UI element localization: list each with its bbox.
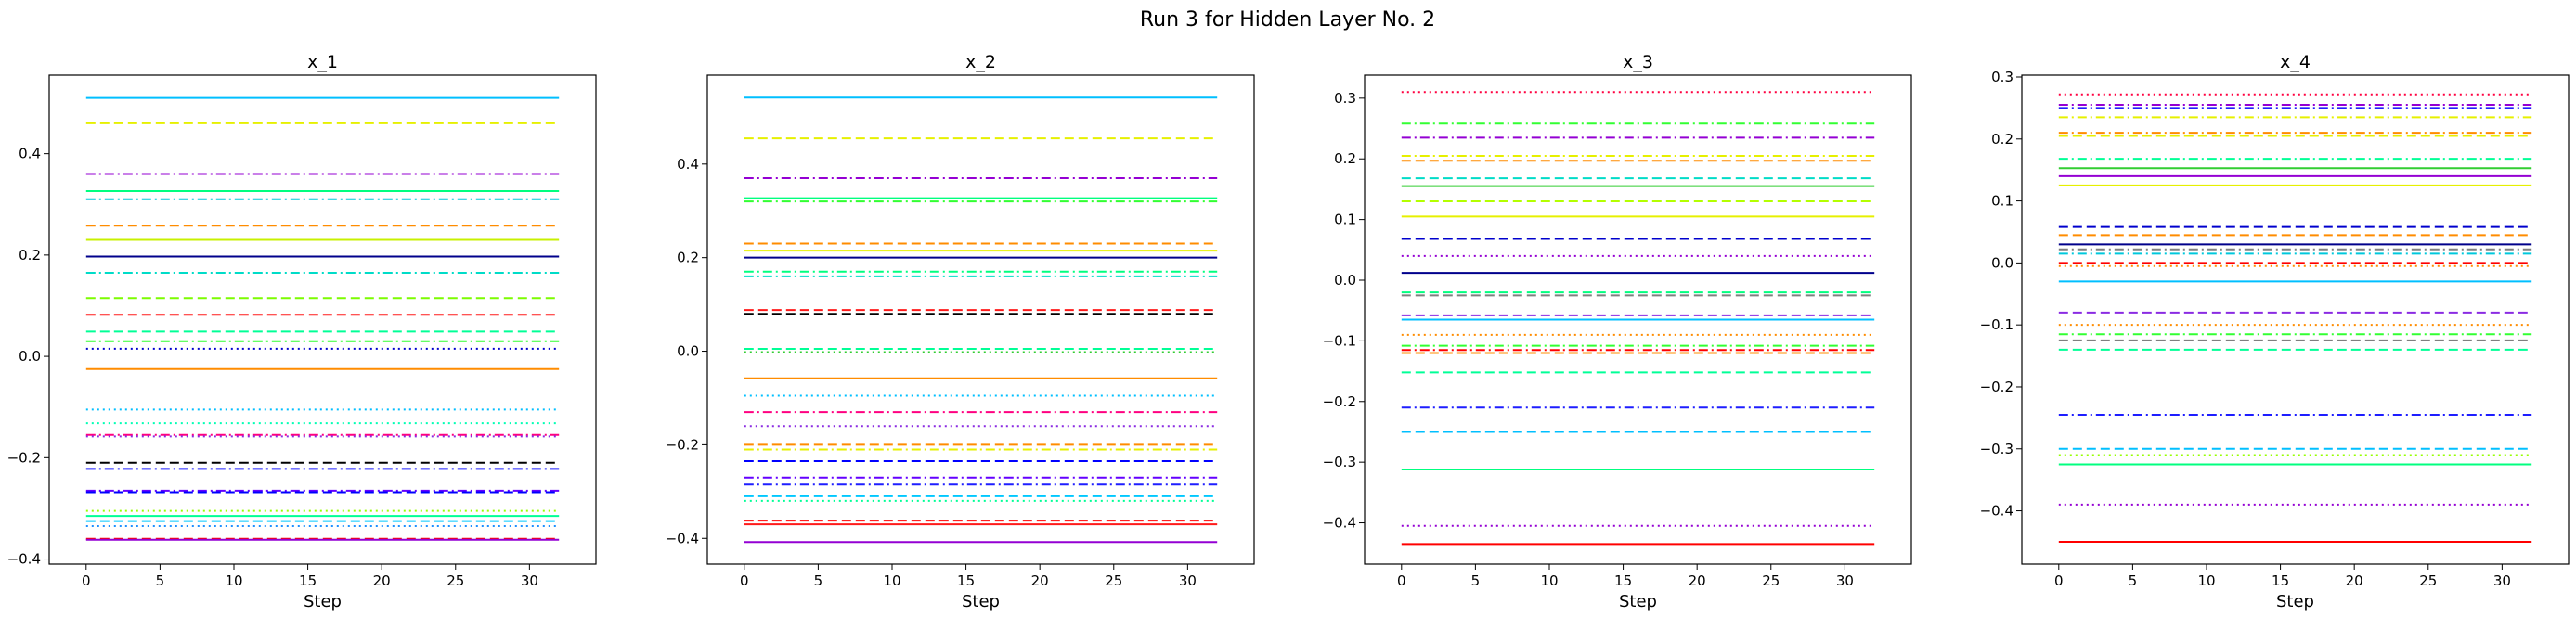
y-tick-label: −0.3 — [1323, 454, 1356, 470]
y-tick-label: −0.2 — [666, 436, 699, 453]
y-tick-label: 0.4 — [677, 156, 699, 173]
x-tick-label: 20 — [2346, 572, 2363, 589]
subplot-x-4: x_4 0 5 10 15 20 25 30 −0.4 −0.3 −0.2 −0.1 0.0 0.1 0.2… — [1980, 52, 2570, 611]
series-group — [1401, 91, 1875, 546]
y-tick-label: 0.0 — [677, 343, 699, 360]
y-tick-label: −0.4 — [666, 530, 699, 546]
series-group — [85, 96, 560, 541]
x-tick-label: 5 — [2129, 572, 2138, 589]
y-tick-label: −0.1 — [1323, 332, 1356, 349]
x-tick-label: 5 — [1471, 572, 1481, 589]
series-group — [744, 96, 1218, 544]
x-tick-label: 20 — [373, 572, 391, 589]
subplot-title: x_2 — [965, 52, 996, 72]
y-tick-label: 0.2 — [1334, 150, 1356, 167]
x-tick-label: 0 — [740, 572, 749, 589]
y-tick-label: −0.1 — [1980, 316, 2013, 333]
series-group — [2058, 93, 2532, 543]
y-tick-label: 0.1 — [1991, 193, 2013, 210]
x-axis-label: Step — [1619, 592, 1657, 611]
x-tick-label: 25 — [447, 572, 464, 589]
y-tick-label: −0.2 — [1980, 379, 2013, 395]
x-tick-label: 0 — [2054, 572, 2064, 589]
y-tick-label: 0.0 — [1991, 254, 2013, 271]
x-tick-label: 30 — [521, 572, 538, 589]
x-tick-label: 0 — [1397, 572, 1406, 589]
subplot-x-1: x_1 0 5 10 15 20 25 30 −0.4 −0.2 0.0 0.2 0.4 Step — [7, 52, 597, 611]
x-axis-label: Step — [2276, 592, 2314, 611]
y-tick-label: −0.2 — [1323, 393, 1356, 410]
x-tick-label: 25 — [1762, 572, 1780, 589]
y-tick-label: 0.2 — [19, 247, 41, 264]
x-tick-label: 15 — [299, 572, 317, 589]
figure-title: Run 3 for Hidden Layer No. 2 — [1140, 8, 1435, 32]
subplot-title: x_3 — [1623, 52, 1653, 72]
x-tick-label: 25 — [2419, 572, 2437, 589]
y-tick-label: −0.4 — [1980, 503, 2013, 520]
y-tick-label: 0.0 — [19, 348, 41, 365]
x-tick-label: 5 — [814, 572, 823, 589]
x-axis-label: Step — [304, 592, 342, 611]
x-tick-label: 30 — [1179, 572, 1197, 589]
subplot-title: x_1 — [307, 52, 338, 72]
subplot-grid: x_1 0 5 10 15 20 25 30 −0.4 −0.2 0.0 0.2 0.4 Step x_2 0… — [7, 52, 2570, 611]
x-tick-label: 10 — [225, 572, 242, 589]
subplot-x-2: x_2 0 5 10 15 20 25 30 −0.4 −0.2 0.0 0.2 0.4 Step — [666, 52, 1255, 611]
x-tick-label: 15 — [957, 572, 975, 589]
y-tick-label: 0.3 — [1991, 69, 2013, 85]
y-tick-label: −0.4 — [1323, 515, 1356, 532]
y-tick-label: 0.4 — [19, 146, 41, 162]
x-tick-label: 5 — [156, 572, 165, 589]
y-tick-label: −0.2 — [7, 449, 41, 466]
x-tick-label: 20 — [1689, 572, 1706, 589]
x-tick-label: 25 — [1105, 572, 1122, 589]
x-tick-label: 10 — [2197, 572, 2215, 589]
axes-frame — [706, 74, 1255, 565]
x-tick-label: 15 — [2272, 572, 2289, 589]
x-tick-label: 30 — [2493, 572, 2511, 589]
axes-frame — [48, 74, 597, 565]
x-axis-label: Step — [962, 592, 1000, 611]
x-tick-label: 0 — [82, 572, 91, 589]
subplot-title: x_4 — [2280, 52, 2311, 72]
x-tick-label: 10 — [883, 572, 900, 589]
x-tick-label: 30 — [1836, 572, 1854, 589]
y-tick-label: −0.3 — [1980, 441, 2013, 457]
y-tick-label: 0.2 — [677, 250, 699, 266]
axes-frame — [2021, 74, 2570, 565]
y-tick-label: 0.2 — [1991, 131, 2013, 148]
x-tick-label: 20 — [1031, 572, 1049, 589]
axes-frame — [1364, 74, 1912, 565]
y-tick-label: −0.4 — [7, 551, 41, 568]
x-tick-label: 10 — [1540, 572, 1558, 589]
y-tick-label: 0.3 — [1334, 90, 1356, 107]
y-tick-label: 0.1 — [1334, 212, 1356, 228]
subplot-x-3: x_3 0 5 10 15 20 25 30 −0.4 −0.3 −0.2 −0.1 0.0 0.1 0.2… — [1323, 52, 1912, 611]
y-tick-label: 0.0 — [1334, 272, 1356, 289]
x-tick-label: 15 — [1614, 572, 1632, 589]
